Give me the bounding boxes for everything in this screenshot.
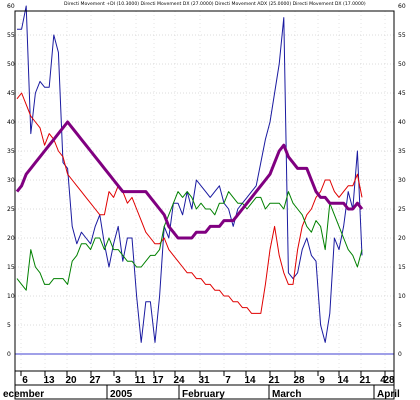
y-tick-label-left: 10 bbox=[7, 293, 15, 300]
y-tick-label-right: 45 bbox=[398, 90, 406, 97]
y-tick-label-left: 5 bbox=[7, 322, 11, 329]
y-tick-label-right: 25 bbox=[398, 206, 406, 213]
x-month-label: February bbox=[182, 389, 225, 400]
series-line-3 bbox=[15, 120, 364, 240]
x-tick-label: 3 bbox=[115, 375, 121, 386]
y-tick-label-right: 60 bbox=[398, 3, 406, 10]
y-tick-label-left: 50 bbox=[7, 61, 15, 68]
y-tick-label-left: 30 bbox=[7, 177, 15, 184]
y-axis-ticks: 6055504540353025201510506055504540353025… bbox=[7, 3, 406, 358]
x-tick-label: 21 bbox=[268, 375, 280, 386]
x-tick-label: 14 bbox=[244, 375, 256, 386]
x-tick-label: 7 bbox=[225, 375, 231, 386]
y-tick-label-right: 10 bbox=[398, 293, 406, 300]
x-tick-label: 24 bbox=[173, 375, 185, 386]
x-month-label: ecember bbox=[3, 389, 44, 400]
y-tick-label-right: 15 bbox=[398, 264, 406, 271]
x-tick-label: 28 bbox=[383, 375, 395, 386]
chart-title: Directi Movement +DI (10.3000) Directi M… bbox=[64, 1, 366, 7]
x-tick-label: 27 bbox=[89, 375, 101, 386]
y-tick-label-right: 5 bbox=[398, 322, 402, 329]
x-month-label: April bbox=[377, 389, 400, 400]
x-tick-label: 28 bbox=[293, 375, 305, 386]
series-line-0 bbox=[17, 5, 363, 343]
y-tick-label-right: 50 bbox=[398, 61, 406, 68]
y-tick-label-left: 15 bbox=[7, 264, 15, 271]
x-month-label: 2005 bbox=[110, 389, 133, 400]
x-tick-label: 17 bbox=[152, 375, 164, 386]
y-tick-label-left: 55 bbox=[7, 32, 15, 39]
x-tick-label: 13 bbox=[43, 375, 55, 386]
series-layer bbox=[15, 5, 364, 343]
x-tick-label: 9 bbox=[319, 375, 325, 386]
x-tick-label: 4 bbox=[380, 375, 386, 386]
y-tick-label-right: 40 bbox=[398, 119, 406, 126]
y-tick-label-right: 55 bbox=[398, 32, 406, 39]
y-tick-label-right: 20 bbox=[398, 235, 406, 242]
y-tick-label-left: 60 bbox=[7, 3, 15, 10]
series-line-2 bbox=[16, 191, 363, 291]
y-tick-label-left: 25 bbox=[7, 206, 15, 213]
y-tick-label-left: 0 bbox=[7, 351, 11, 358]
y-tick-label-right: 30 bbox=[398, 177, 406, 184]
y-tick-label-left: 20 bbox=[7, 235, 15, 242]
x-tick-label: 31 bbox=[198, 375, 210, 386]
x-tick-label: 6 bbox=[22, 375, 28, 386]
x-tick-label: 14 bbox=[337, 375, 349, 386]
y-tick-label-left: 45 bbox=[7, 90, 15, 97]
y-tick-label-left: 35 bbox=[7, 148, 15, 155]
x-tick-label: 11 bbox=[135, 375, 146, 386]
y-tick-label-right: 35 bbox=[398, 148, 406, 155]
x-tick-label: 20 bbox=[65, 375, 77, 386]
y-tick-label-left: 40 bbox=[7, 119, 15, 126]
grid bbox=[15, 11, 394, 371]
x-tick-label: 21 bbox=[359, 375, 371, 386]
y-tick-label-right: 0 bbox=[398, 351, 402, 358]
x-month-label: March bbox=[272, 389, 301, 400]
